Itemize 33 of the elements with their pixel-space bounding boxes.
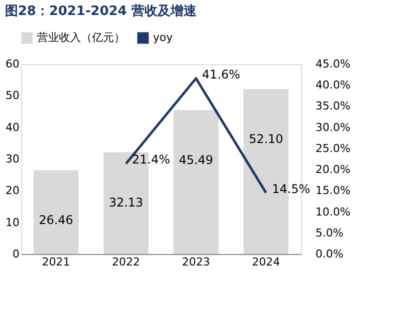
y2-tick-label: 0.0% — [316, 248, 344, 260]
y2-tick-label: 25.0% — [316, 142, 350, 155]
data-label: 41.6% — [202, 67, 240, 82]
y2-tick-label: 5.0% — [316, 226, 344, 240]
x-tick-label: 2022 — [112, 256, 140, 268]
y-tick-label: 10 — [6, 216, 20, 229]
data-label: 21.4% — [132, 152, 170, 167]
bar — [174, 110, 218, 254]
x-tick-label: 2024 — [252, 256, 280, 268]
y2-tick-label: 35.0% — [316, 100, 350, 113]
legend-label: yoy — [153, 31, 174, 44]
chart-title: 图28：2021-2024 营收及增速 — [5, 3, 198, 19]
y2-tick-label: 40.0% — [316, 78, 350, 92]
y2-tick-label: 15.0% — [316, 184, 350, 198]
data-label: 32.13 — [108, 195, 144, 210]
y-tick-label: 30 — [6, 152, 20, 166]
y-tick-label: 0 — [12, 248, 20, 260]
data-label: 45.49 — [178, 152, 214, 167]
y2-tick-label: 20.0% — [316, 163, 350, 176]
data-label: 52.10 — [248, 132, 284, 146]
bar — [34, 170, 78, 254]
y-tick-label: 50 — [6, 89, 20, 102]
y2-tick-label: 10.0% — [316, 205, 350, 218]
data-label: 26.46 — [38, 213, 74, 228]
y-tick-label: 60 — [6, 58, 20, 70]
y2-tick-label: 30.0% — [316, 120, 350, 134]
x-tick-label: 2023 — [182, 256, 210, 268]
x-tick-label: 2021 — [42, 256, 70, 268]
y2-tick-label: 45.0% — [316, 58, 350, 70]
y-tick-label: 40 — [6, 120, 20, 134]
y-tick-label: 20 — [6, 184, 20, 198]
legend-label: 营业收入（亿元） — [37, 31, 125, 44]
data-label: 14.5% — [272, 182, 310, 196]
